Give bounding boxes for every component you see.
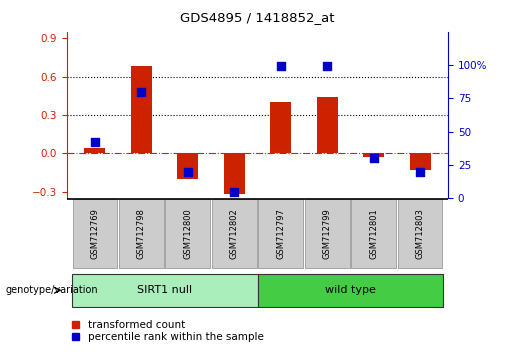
FancyBboxPatch shape — [119, 199, 164, 268]
Text: GSM712803: GSM712803 — [416, 208, 425, 259]
Text: GSM712799: GSM712799 — [323, 208, 332, 259]
Point — [137, 89, 145, 95]
Point — [323, 64, 331, 69]
Text: genotype/variation: genotype/variation — [5, 285, 98, 295]
FancyBboxPatch shape — [72, 274, 258, 307]
Bar — [84, 148, 105, 153]
Point — [416, 169, 424, 175]
Point — [184, 169, 192, 175]
Point — [91, 139, 99, 145]
Bar — [224, 153, 245, 194]
Text: wild type: wild type — [325, 285, 376, 295]
Point — [230, 189, 238, 194]
Text: GSM712802: GSM712802 — [230, 208, 239, 259]
Bar — [363, 153, 384, 157]
Bar — [270, 102, 291, 153]
FancyBboxPatch shape — [351, 199, 396, 268]
FancyBboxPatch shape — [259, 199, 303, 268]
Bar — [410, 153, 431, 170]
Point — [277, 64, 285, 69]
Text: GSM712801: GSM712801 — [369, 208, 378, 259]
Text: GSM712769: GSM712769 — [90, 208, 99, 259]
Text: SIRT1 null: SIRT1 null — [137, 285, 192, 295]
Text: GSM712800: GSM712800 — [183, 208, 192, 259]
Bar — [317, 97, 338, 153]
FancyBboxPatch shape — [305, 199, 350, 268]
Point — [370, 155, 378, 161]
FancyBboxPatch shape — [73, 199, 117, 268]
Text: GSM712797: GSM712797 — [276, 208, 285, 259]
FancyBboxPatch shape — [258, 274, 443, 307]
FancyBboxPatch shape — [212, 199, 256, 268]
Legend: transformed count, percentile rank within the sample: transformed count, percentile rank withi… — [72, 320, 264, 342]
Text: GDS4895 / 1418852_at: GDS4895 / 1418852_at — [180, 11, 335, 24]
FancyBboxPatch shape — [165, 199, 210, 268]
FancyBboxPatch shape — [398, 199, 442, 268]
Bar — [177, 153, 198, 179]
Text: GSM712798: GSM712798 — [137, 208, 146, 259]
Bar — [131, 67, 152, 153]
